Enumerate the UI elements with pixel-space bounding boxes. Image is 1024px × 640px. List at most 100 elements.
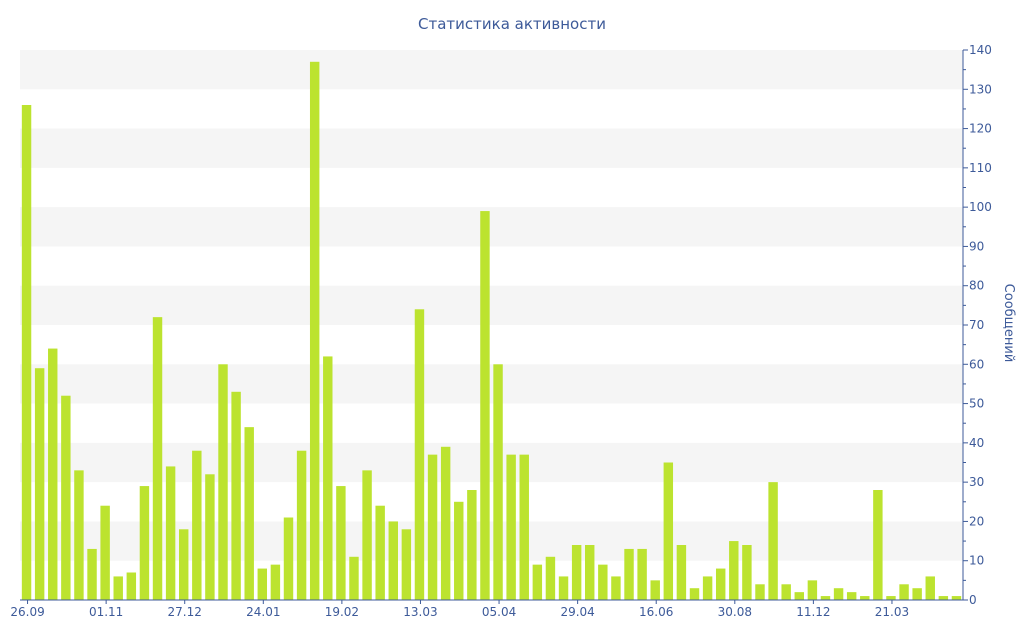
bar [938,596,949,600]
y-tick-label: 0 [969,593,977,607]
bar [61,395,71,600]
grid-band [20,442,963,483]
bar [375,505,385,600]
bar [283,517,294,600]
bar [257,568,268,600]
bar [323,356,333,600]
x-tick-label: 16.06 [639,605,673,619]
bar [729,541,739,600]
x-tick-label: 30.08 [718,605,752,619]
chart-title: Статистика активности [418,15,606,33]
grid-band [20,521,963,561]
x-tick-label: 24.01 [246,605,280,619]
y-tick-label: 100 [969,200,992,214]
bar [244,427,254,600]
bar [742,545,752,600]
x-tick-label: 29.04 [560,605,594,619]
bar [440,446,451,600]
x-tick-label: 26.09 [10,605,44,619]
bar [781,584,791,600]
bar [532,564,543,600]
bar [650,580,660,600]
bar [506,454,516,600]
bar [48,348,58,600]
bar [755,584,765,600]
y-tick-label: 80 [969,279,984,293]
bar [676,545,687,600]
bar [611,576,621,600]
bar [846,592,857,600]
bar [454,501,464,600]
x-tick-label: 11.12 [796,605,830,619]
y-tick-label: 130 [969,82,992,96]
grid-band [20,50,963,90]
bar [925,576,935,600]
bar [807,580,818,600]
bar [951,596,962,600]
bar [637,548,647,600]
y-axis-title: Сообщений [1001,284,1016,363]
bar [349,556,359,600]
bar [231,391,241,600]
grid-band [20,128,963,168]
bar [205,474,215,600]
grid-bands [20,50,963,561]
bar [480,211,490,600]
bar [860,596,870,600]
bar [165,466,176,600]
bar [270,564,281,600]
bar [715,568,726,600]
bar [126,572,137,600]
bar [152,317,163,600]
y-tick-label: 70 [969,318,984,332]
bar [768,482,778,600]
bar [689,588,700,600]
grid-band [20,207,963,247]
y-tick-label: 120 [969,122,992,136]
bar [74,470,84,600]
bar [467,490,477,600]
axes: 0 10 20 30 40 50 60 70 80 90 100 110 120 130 140 Сообще… [10,43,1016,619]
bar [362,470,372,600]
y-tick-label: 110 [969,161,992,175]
bar [401,529,412,600]
bar [388,521,398,600]
bar [794,592,804,600]
grid-band [20,285,963,325]
bar [519,454,529,600]
bar [571,545,582,600]
x-tick-label: 05.04 [482,605,516,619]
bar [309,61,320,601]
x-tick-label: 13.03 [403,605,437,619]
bar [414,309,425,600]
y-tick-label: 10 [969,554,984,568]
x-tick-label: 21.03 [875,605,909,619]
x-tick-label: 01.11 [89,605,123,619]
bar [100,505,110,600]
bar [218,364,228,600]
bar [820,596,831,600]
grid-band [20,364,963,404]
y-tick-label: 50 [969,397,984,411]
bar [886,596,896,600]
bar [493,364,503,600]
bar [34,368,45,600]
bar [585,545,595,600]
bar [624,548,634,600]
bar [912,588,922,600]
x-tick-label: 27.12 [168,605,202,619]
bar [833,588,844,600]
bar [702,576,713,600]
bar [545,556,556,600]
y-tick-label: 140 [969,43,992,57]
bar [899,584,909,600]
y-tick-label: 60 [969,357,984,371]
bar [139,486,150,600]
bars [21,61,962,601]
bar [87,548,97,600]
bar [663,462,674,600]
bar [192,450,202,600]
bar [598,564,608,600]
y-tick-label: 20 [969,514,984,528]
